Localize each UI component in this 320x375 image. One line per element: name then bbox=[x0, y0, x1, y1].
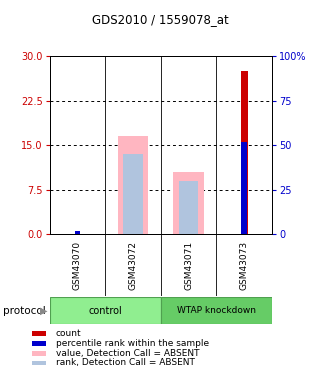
Text: WTAP knockdown: WTAP knockdown bbox=[177, 306, 256, 315]
Text: rank, Detection Call = ABSENT: rank, Detection Call = ABSENT bbox=[56, 358, 195, 368]
Bar bbox=[50, 297, 161, 324]
Bar bbox=[118, 136, 148, 234]
Bar bbox=[173, 172, 204, 234]
Text: GSM43073: GSM43073 bbox=[240, 241, 249, 290]
Bar bbox=[241, 142, 247, 234]
Text: GSM43070: GSM43070 bbox=[73, 241, 82, 290]
Bar bbox=[241, 71, 248, 234]
Text: GSM43071: GSM43071 bbox=[184, 241, 193, 290]
Text: percentile rank within the sample: percentile rank within the sample bbox=[56, 339, 209, 348]
Bar bbox=[161, 297, 272, 324]
Text: GDS2010 / 1559078_at: GDS2010 / 1559078_at bbox=[92, 13, 228, 26]
Text: control: control bbox=[88, 306, 122, 316]
Text: protocol: protocol bbox=[3, 306, 46, 316]
Text: value, Detection Call = ABSENT: value, Detection Call = ABSENT bbox=[56, 349, 199, 358]
Text: ▶: ▶ bbox=[40, 306, 47, 316]
Bar bbox=[179, 181, 198, 234]
Text: GSM43072: GSM43072 bbox=[129, 241, 138, 290]
Bar bbox=[123, 154, 143, 234]
Text: count: count bbox=[56, 329, 82, 338]
Bar bbox=[75, 231, 80, 234]
